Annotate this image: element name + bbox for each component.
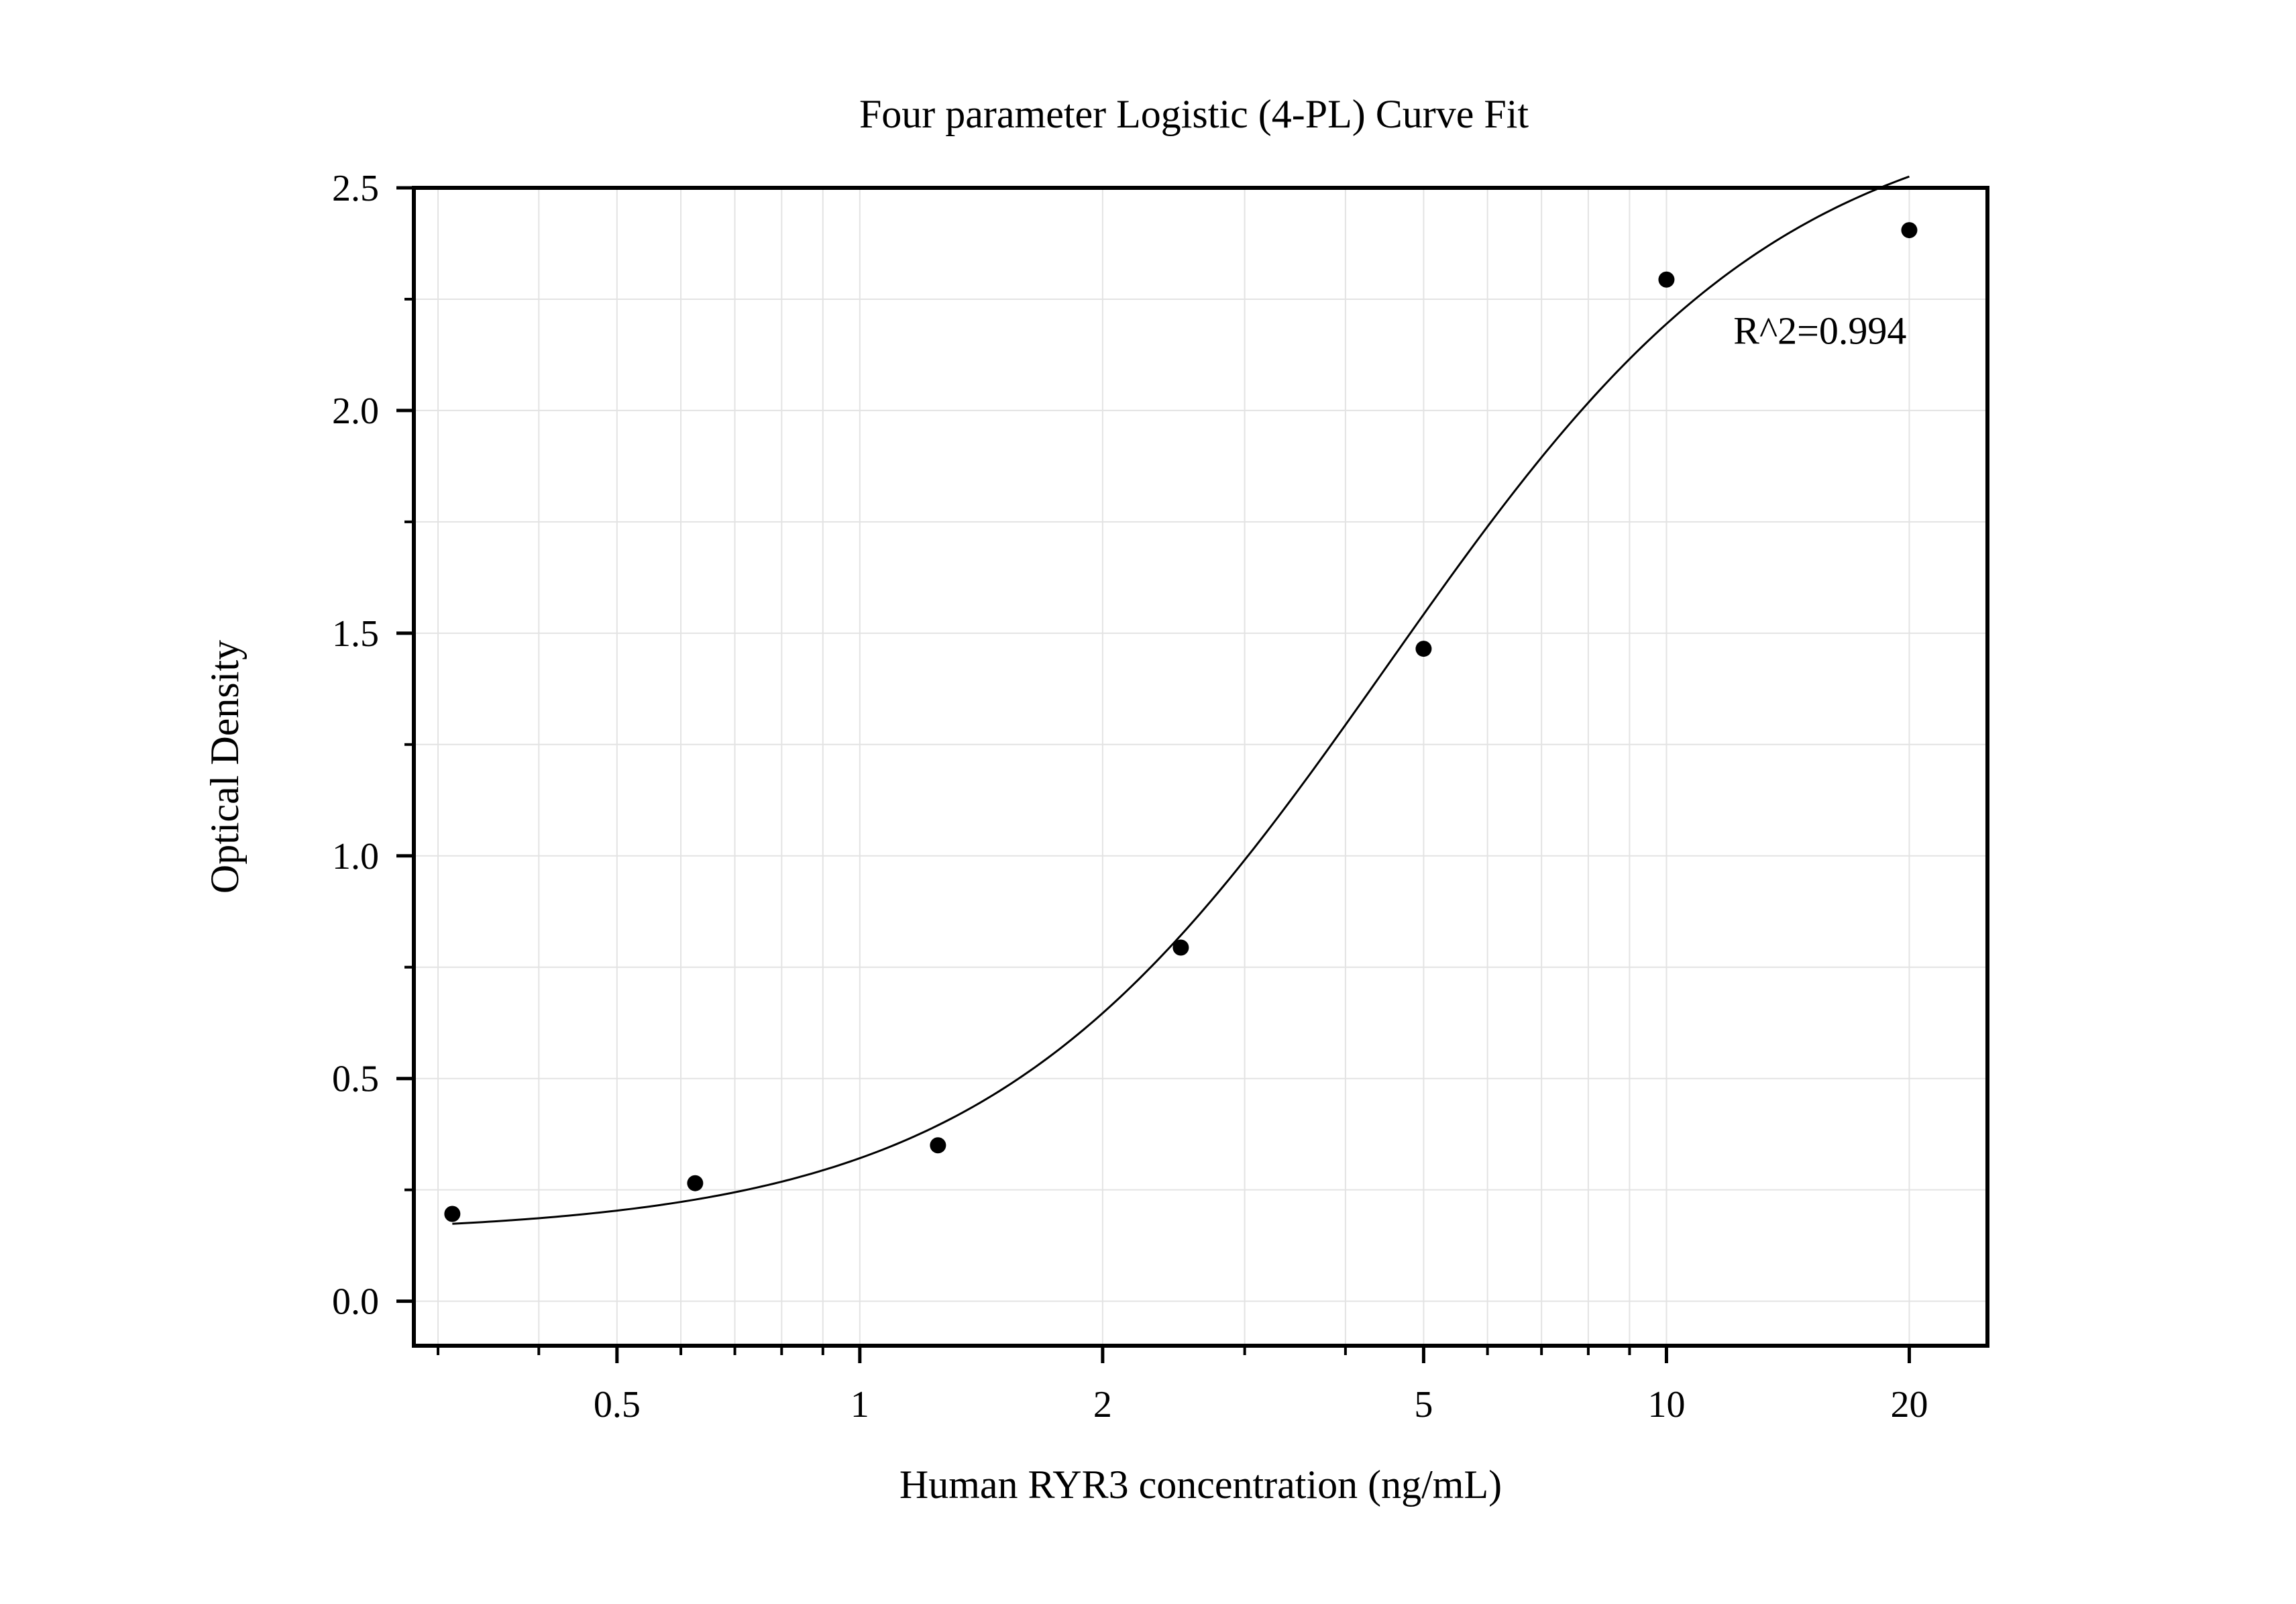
data-point [444, 1206, 461, 1222]
data-point [930, 1137, 946, 1154]
y-tick-label: 2.0 [332, 390, 379, 432]
x-axis-label: Human RYR3 concentration (ng/mL) [899, 1462, 1502, 1507]
fit-curve-line [452, 175, 1910, 1225]
x-tick-label: 2 [1093, 1384, 1112, 1426]
r-squared-annotation: R^2=0.994 [1733, 309, 1906, 352]
data-points [444, 222, 1918, 1222]
data-point [1901, 222, 1918, 239]
x-tick-label: 5 [1414, 1384, 1433, 1426]
fit-curve-layer [452, 175, 1910, 1225]
x-tick-label: 10 [1647, 1384, 1685, 1426]
axis-ticks: 0.5 1 2 5 10 20 0.0 0.5 1.0 1.5 2.0 2.5 [332, 168, 1928, 1426]
y-tick-label: 0.0 [332, 1281, 379, 1323]
plot-frame [412, 186, 1989, 1348]
x-tick-label: 20 [1890, 1384, 1928, 1426]
data-point [687, 1175, 704, 1191]
y-axis-label: Optical Density [203, 640, 247, 894]
data-point [1172, 939, 1189, 956]
y-tick-label: 1.5 [332, 613, 379, 655]
x-tick-label: 1 [851, 1384, 869, 1426]
data-point [1415, 641, 1432, 657]
x-tick-label: 0.5 [594, 1384, 641, 1426]
y-tick-label: 0.5 [332, 1059, 379, 1100]
chart-title: Four parameter Logistic (4-PL) Curve Fit [859, 92, 1529, 136]
y-tick-label: 2.5 [332, 168, 379, 209]
y-tick-label: 1.0 [332, 836, 379, 877]
data-point [1658, 271, 1675, 288]
